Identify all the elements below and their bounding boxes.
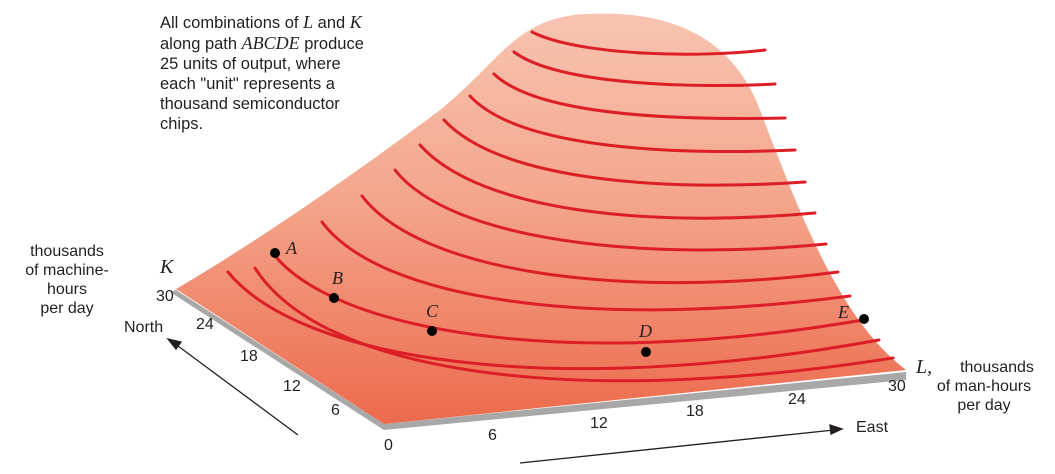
caption-line-5: thousand semiconductor — [160, 95, 340, 113]
point-a-marker — [270, 248, 280, 258]
north-label: North — [124, 319, 164, 336]
l-tick-18: 18 — [686, 403, 704, 420]
contour-line — [512, 50, 777, 87]
caption-line-4: each "unit" represents a — [160, 75, 335, 93]
production-surface — [176, 13, 906, 424]
point-b-label: B — [332, 268, 343, 288]
caption-line-6: chips. — [160, 115, 204, 133]
contour-line — [226, 270, 881, 371]
east-arrow-head — [829, 424, 844, 435]
contour-line — [492, 72, 787, 120]
k-axis-description: thousands of machine- hours per day — [25, 243, 109, 317]
contour-line — [418, 143, 817, 220]
point-d-label: D — [639, 321, 652, 341]
l-axis-description: thousands of man-hours per day — [936, 359, 1034, 414]
contour-line — [360, 194, 840, 285]
origin-label: 0 — [384, 437, 393, 454]
caption-line-3: 25 units of output, where — [160, 55, 341, 73]
point-d-marker — [641, 347, 651, 357]
k-axis-symbol: K — [160, 256, 174, 278]
l-tick-12: 12 — [590, 415, 608, 432]
caption-text: All combinations of L and K along path A… — [160, 12, 430, 134]
east-arrow-line — [519, 429, 835, 464]
contour-line — [253, 266, 895, 383]
point-e-marker — [859, 314, 869, 324]
k-tick-6: 6 — [331, 402, 340, 419]
contour-line — [393, 168, 828, 252]
point-b-marker — [329, 293, 339, 303]
point-a-label: A — [286, 238, 297, 258]
base-plane-edge — [170, 290, 906, 430]
l-axis-symbol: L, — [916, 356, 933, 378]
east-label: East — [856, 419, 889, 436]
isoquant-contours — [226, 30, 895, 383]
north-arrow-line — [173, 342, 299, 436]
k-tick-30: 30 — [156, 288, 174, 305]
point-c-label: C — [426, 301, 439, 321]
contour-line — [320, 220, 852, 312]
path-points — [270, 248, 869, 357]
direction-arrows — [166, 337, 844, 464]
north-arrow-head — [166, 337, 183, 351]
contour-line — [530, 30, 767, 56]
caption-line-1: All combinations of L and K — [160, 12, 362, 32]
contour-line — [442, 118, 807, 187]
caption-line-2: along path ABCDE produce — [160, 33, 364, 53]
point-e-label: E — [838, 302, 849, 322]
point-c-marker — [427, 326, 437, 336]
k-tick-18: 18 — [240, 348, 258, 365]
k-tick-24: 24 — [196, 316, 214, 333]
l-tick-30: 30 — [888, 378, 906, 395]
contour-line — [468, 94, 797, 153]
l-tick-24: 24 — [788, 391, 806, 408]
contour-line — [270, 250, 865, 345]
k-tick-12: 12 — [283, 378, 301, 395]
l-tick-6: 6 — [488, 427, 497, 444]
